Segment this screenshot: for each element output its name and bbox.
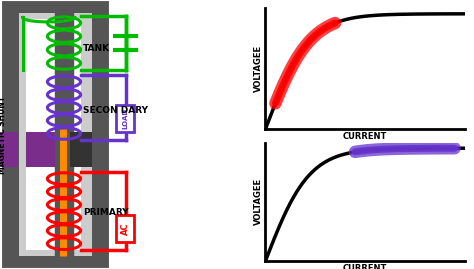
Bar <box>116 215 134 242</box>
Bar <box>9 8 102 261</box>
Text: TANK: TANK <box>83 44 110 53</box>
Bar <box>70 132 92 167</box>
Y-axis label: VOLTAGEE: VOLTAGEE <box>254 178 263 225</box>
X-axis label: CURRENT: CURRENT <box>343 132 387 141</box>
Bar <box>26 19 81 250</box>
Bar <box>0 132 18 167</box>
Text: MAGNETIC SHUNT: MAGNETIC SHUNT <box>0 95 7 174</box>
Bar <box>116 105 134 132</box>
Bar <box>26 132 55 167</box>
Text: SECON DARY: SECON DARY <box>83 106 148 115</box>
Text: LOAD: LOAD <box>122 108 128 129</box>
Text: AC: AC <box>121 222 129 235</box>
X-axis label: CURRENT: CURRENT <box>343 264 387 269</box>
Y-axis label: VOLTAGEE: VOLTAGEE <box>254 45 263 92</box>
Bar <box>19 13 92 256</box>
Text: PRIMARY: PRIMARY <box>83 208 128 217</box>
